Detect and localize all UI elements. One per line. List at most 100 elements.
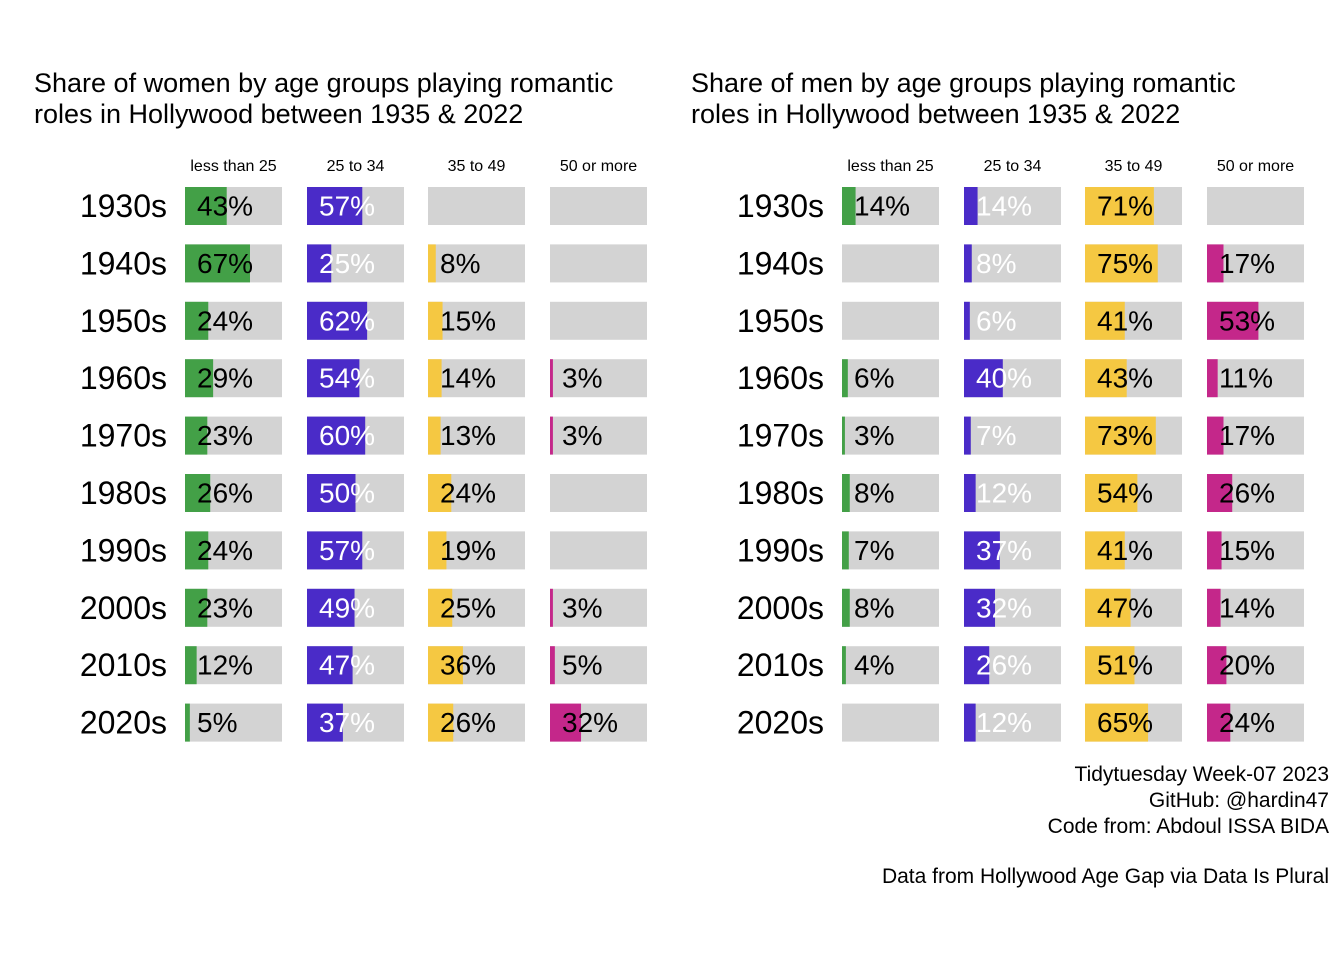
men-25-to-34-1940s-bar — [964, 244, 972, 283]
men-25-to-34-1930s-bar — [964, 187, 978, 225]
women-25-to-34-2020s-bar — [307, 703, 343, 742]
women-less-than-25-1940s-bar — [185, 244, 250, 283]
women-35-to-49-1970s-track — [428, 416, 525, 455]
women-row-label-1940s: 1940s — [80, 245, 167, 281]
men-35-to-49-2020s-bar — [1085, 703, 1149, 742]
men-less-than-25-1970s-bar — [842, 416, 845, 455]
men-25-to-34-1950s-bar — [964, 301, 970, 340]
men-50-or-more-1980s-value-label: 26% — [1219, 478, 1275, 509]
women-50-or-more-2010s-value-label: 5% — [562, 650, 602, 681]
men-row-label-1980s: 1980s — [737, 475, 824, 511]
men-50-or-more-1940s-bar — [1207, 244, 1224, 283]
men-25-to-34-1980s-bar — [964, 474, 976, 512]
men-header-less-than-25: less than 25 — [847, 158, 933, 175]
women-row-label-1990s: 1990s — [80, 532, 167, 568]
men-less-than-25-2020s-track — [842, 703, 939, 742]
women-row-label-2020s: 2020s — [80, 705, 167, 741]
women-50-or-more-1960s-value-label: 3% — [562, 363, 602, 394]
men-less-than-25-1940s-track — [842, 244, 939, 283]
men-35-to-49-2010s-value-label: 51% — [1097, 650, 1153, 681]
men-less-than-25-1990s-value-label: 7% — [854, 535, 894, 566]
women-50-or-more-2020s-value-label: 32% — [562, 707, 618, 738]
men-row-label-1970s: 1970s — [737, 418, 824, 454]
men-25-to-34-1940s-value-label: 8% — [976, 248, 1016, 279]
men-50-or-more-1990s-bar — [1207, 531, 1222, 570]
men-50-or-more-2010s-bar — [1207, 646, 1227, 685]
women-less-than-25-1930s-value-label: 43% — [197, 191, 253, 222]
women-less-than-25-2020s-value-label: 5% — [197, 707, 237, 738]
women-50-or-more-1970s-track — [550, 416, 647, 455]
caption-data-source: Data from Hollywood Age Gap via Data Is … — [881, 865, 1329, 888]
men-25-to-34-2000s-bar — [964, 588, 996, 627]
women-less-than-25-2020s-bar — [185, 703, 190, 742]
women-35-to-49-1940s-bar — [428, 244, 436, 283]
women-50-or-more-1980s-track — [550, 474, 647, 512]
women-50-or-more-1960s-bar — [550, 359, 553, 398]
men-25-to-34-1970s-track — [964, 416, 1061, 455]
women-50-or-more-1990s-track — [550, 531, 647, 570]
men-less-than-25-1960s-value-label: 6% — [854, 363, 894, 394]
women-35-to-49-2010s-bar — [428, 646, 463, 685]
women-35-to-49-1980s-bar — [428, 474, 452, 512]
men-50-or-more-1960s-bar — [1207, 359, 1218, 398]
women-25-to-34-1950s-value-label: 62% — [319, 305, 375, 336]
women-less-than-25-2020s-track — [185, 703, 282, 742]
women-25-to-34-1990s-bar — [307, 531, 363, 570]
men-less-than-25-2010s-value-label: 4% — [854, 650, 894, 681]
men-25-to-34-1970s-bar — [964, 416, 971, 455]
men-50-or-more-2000s-track — [1207, 588, 1304, 627]
women-row-label-1970s: 1970s — [80, 418, 167, 454]
men-less-than-25-2000s-bar — [842, 588, 850, 627]
men-50-or-more-1930s-track — [1207, 187, 1304, 225]
men-25-to-34-1930s-track — [964, 187, 1061, 225]
women-50-or-more-1970s-bar — [550, 416, 553, 455]
men-35-to-49-1930s-bar — [1085, 187, 1154, 225]
women-less-than-25-1960s-bar — [185, 359, 214, 398]
men-50-or-more-2010s-value-label: 20% — [1219, 650, 1275, 681]
women-chart-title-line-2: roles in Hollywood between 1935 & 2022 — [34, 99, 523, 129]
women-50-or-more-2010s-track — [550, 646, 647, 685]
men-25-to-34-1940s-track — [964, 244, 1061, 283]
women-less-than-25-2010s-track — [185, 646, 282, 685]
men-50-or-more-1990s-track — [1207, 531, 1304, 570]
men-35-to-49-2000s-bar — [1085, 588, 1131, 627]
men-35-to-49-1940s-value-label: 75% — [1097, 248, 1153, 279]
men-35-to-49-2010s-bar — [1085, 646, 1135, 685]
caption-github: GitHub: @hardin47 — [1148, 789, 1329, 812]
women-50-or-more-1950s-track — [550, 301, 647, 340]
women-header-50-or-more: 50 or more — [560, 158, 637, 175]
men-25-to-34-1950s-value-label: 6% — [976, 305, 1016, 336]
men-25-to-34-1960s-bar — [964, 359, 1003, 398]
men-less-than-25-1980s-value-label: 8% — [854, 478, 894, 509]
men-35-to-49-1990s-value-label: 41% — [1097, 535, 1153, 566]
women-35-to-49-1950s-value-label: 15% — [440, 305, 496, 336]
women-less-than-25-1950s-bar — [185, 301, 209, 340]
women-35-to-49-1940s-value-label: 8% — [440, 248, 480, 279]
women-25-to-34-2010s-value-label: 47% — [319, 650, 375, 681]
men-35-to-49-1970s-value-label: 73% — [1097, 420, 1153, 451]
men-25-to-34-1960s-value-label: 40% — [976, 363, 1032, 394]
women-header-35-to-49: 35 to 49 — [448, 158, 506, 175]
men-50-or-more-1960s-value-label: 11% — [1219, 363, 1273, 394]
women-35-to-49-1970s-value-label: 13% — [440, 420, 496, 451]
men-50-or-more-2020s-bar — [1207, 703, 1231, 742]
men-less-than-25-2000s-track — [842, 588, 939, 627]
men-25-to-34-1980s-track — [964, 474, 1061, 512]
men-chart-title-line-2: roles in Hollywood between 1935 & 2022 — [691, 99, 1180, 129]
men-50-or-more-1940s-value-label: 17% — [1219, 248, 1275, 279]
women-25-to-34-2010s-bar — [307, 646, 353, 685]
men-35-to-49-1950s-bar — [1085, 301, 1125, 340]
women-35-to-49-1980s-value-label: 24% — [440, 478, 496, 509]
women-50-or-more-1930s-track — [550, 187, 647, 225]
women-50-or-more-2000s-track — [550, 588, 647, 627]
men-25-to-34-1990s-value-label: 37% — [976, 535, 1032, 566]
women-25-to-34-1980s-bar — [307, 474, 356, 512]
women-35-to-49-1960s-value-label: 14% — [440, 363, 496, 394]
women-50-or-more-2000s-value-label: 3% — [562, 592, 602, 623]
men-25-to-34-1970s-value-label: 7% — [976, 420, 1016, 451]
men-35-to-49-1990s-bar — [1085, 531, 1125, 570]
men-less-than-25-1980s-track — [842, 474, 939, 512]
women-50-or-more-2020s-bar — [550, 703, 582, 742]
women-35-to-49-1950s-track — [428, 301, 525, 340]
men-50-or-more-1950s-value-label: 53% — [1219, 305, 1275, 336]
